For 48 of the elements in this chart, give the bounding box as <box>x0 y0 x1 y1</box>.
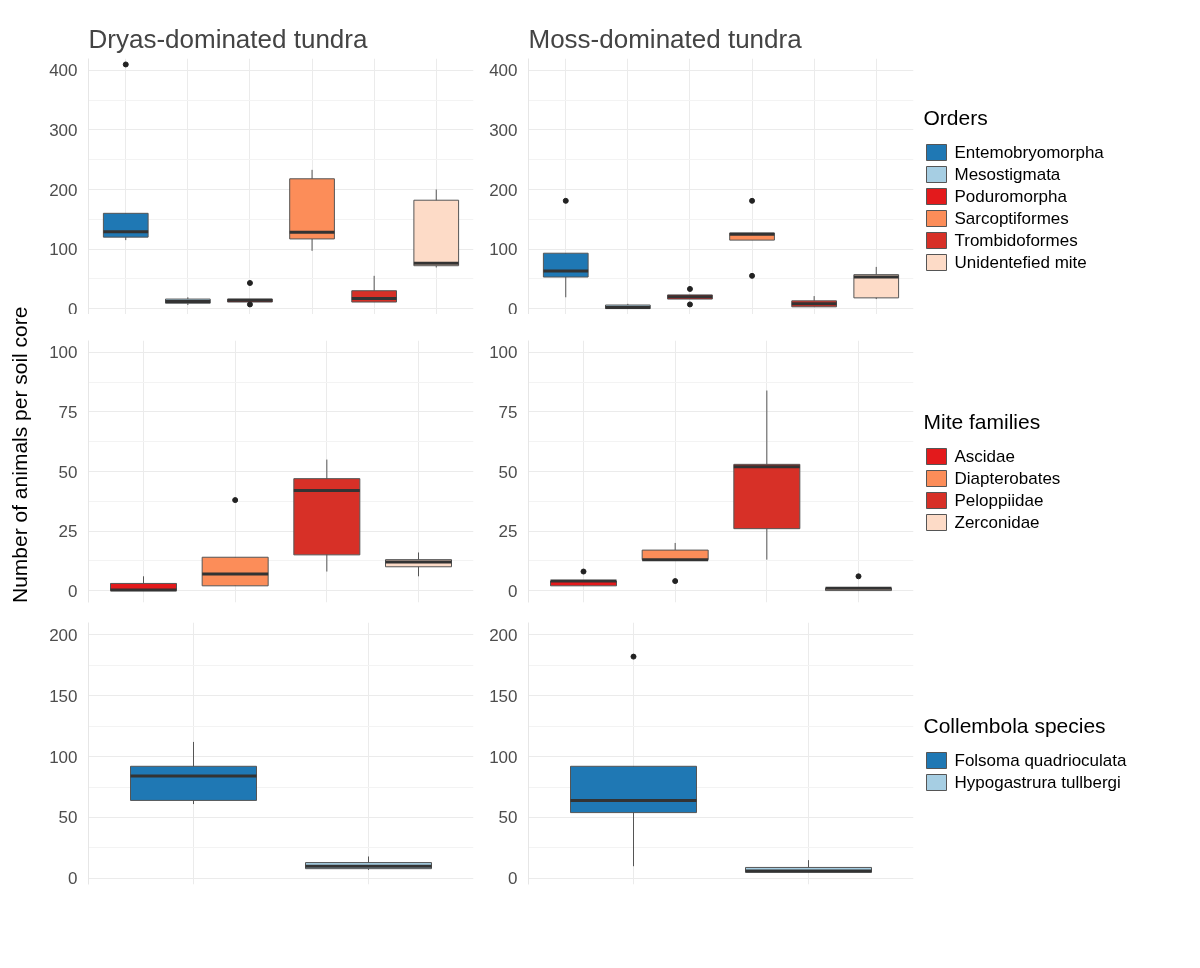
y-tick-label: 100 <box>489 240 518 260</box>
y-tick-label: 0 <box>508 581 518 601</box>
y-tick-label: 150 <box>489 686 518 706</box>
legend-title: Orders <box>923 105 988 129</box>
legend-label: Folsoma quadrioculata <box>954 751 1128 770</box>
y-tick-label: 150 <box>49 686 78 706</box>
legend-label: Ascidae <box>954 447 1015 466</box>
y-tick-label: 75 <box>58 402 78 422</box>
y-tick-label: 0 <box>68 581 78 601</box>
y-tick-label: 100 <box>49 747 78 767</box>
legend-label: Mesostigmata <box>954 165 1061 184</box>
y-tick-label: 300 <box>489 120 518 140</box>
legend-title: Mite families <box>923 409 1041 433</box>
y-tick-label: 100 <box>49 343 78 363</box>
legend-label: Peloppiidae <box>954 491 1044 510</box>
y-tick-label: 300 <box>49 120 78 140</box>
y-tick-label: 75 <box>498 402 518 422</box>
y-tick-label: 50 <box>498 808 518 828</box>
y-tick-label: 0 <box>68 299 78 319</box>
y-tick-label: 0 <box>508 869 518 889</box>
legend-label: Entemobryomorpha <box>954 143 1105 162</box>
legend-label: Diapterobates <box>954 469 1061 488</box>
y-tick-label: 50 <box>58 808 78 828</box>
y-tick-label: 400 <box>49 61 78 81</box>
y-tick-label: 100 <box>489 747 518 767</box>
y-axis-title: Number of animals per soil core <box>7 305 32 606</box>
legend-label: Zerconidae <box>954 513 1040 532</box>
y-tick-label: 100 <box>489 343 518 363</box>
legend-label: Trombidoformes <box>954 231 1078 250</box>
y-tick-label: 200 <box>49 625 78 645</box>
y-tick-label: 0 <box>68 869 78 889</box>
legend-label: Unidentefied mite <box>954 253 1087 272</box>
legend-title: Collembola species <box>923 713 1106 737</box>
y-tick-label: 200 <box>489 180 518 200</box>
legend-label: Sarcoptiformes <box>954 209 1069 228</box>
y-tick-label: 50 <box>498 462 518 482</box>
legend-label: Hypogastrura tullbergi <box>954 773 1121 792</box>
y-tick-label: 0 <box>508 299 518 319</box>
y-tick-label: 200 <box>489 625 518 645</box>
y-tick-label: 25 <box>58 522 78 542</box>
y-tick-label: 50 <box>58 462 78 482</box>
y-tick-label: 100 <box>49 240 78 260</box>
legend-label: Poduromorpha <box>954 187 1068 206</box>
y-tick-label: 400 <box>489 61 518 81</box>
chart-title: Dryas-dominated tundra <box>88 23 368 54</box>
y-tick-label: 200 <box>49 180 78 200</box>
chart-title: Moss-dominated tundra <box>528 23 803 54</box>
y-tick-label: 25 <box>498 522 518 542</box>
